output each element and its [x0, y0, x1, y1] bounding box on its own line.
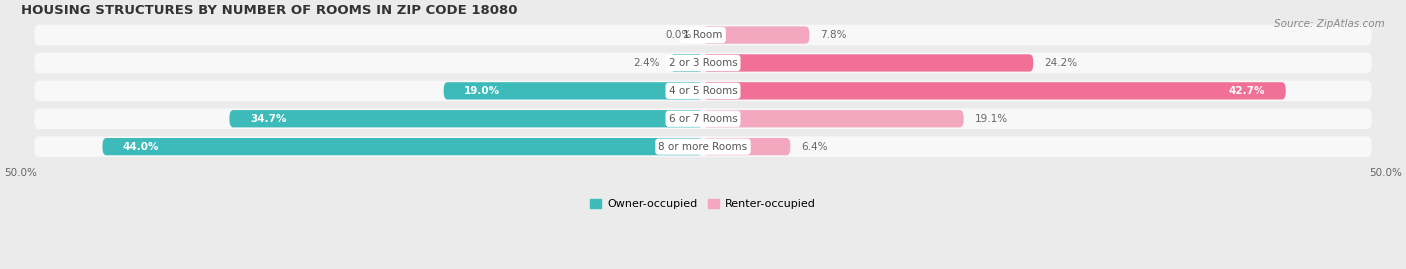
FancyBboxPatch shape [34, 53, 1372, 73]
Text: HOUSING STRUCTURES BY NUMBER OF ROOMS IN ZIP CODE 18080: HOUSING STRUCTURES BY NUMBER OF ROOMS IN… [21, 4, 517, 17]
Text: 1 Room: 1 Room [683, 30, 723, 40]
FancyBboxPatch shape [229, 110, 703, 128]
Text: 2.4%: 2.4% [633, 58, 659, 68]
Text: 42.7%: 42.7% [1229, 86, 1265, 96]
Text: Source: ZipAtlas.com: Source: ZipAtlas.com [1274, 19, 1385, 29]
FancyBboxPatch shape [34, 108, 1372, 129]
Text: 2 or 3 Rooms: 2 or 3 Rooms [669, 58, 737, 68]
Text: 19.1%: 19.1% [974, 114, 1008, 124]
Text: 34.7%: 34.7% [250, 114, 287, 124]
Text: 4 or 5 Rooms: 4 or 5 Rooms [669, 86, 737, 96]
Text: 7.8%: 7.8% [820, 30, 846, 40]
FancyBboxPatch shape [34, 80, 1372, 101]
Text: 6 or 7 Rooms: 6 or 7 Rooms [669, 114, 737, 124]
FancyBboxPatch shape [671, 54, 703, 72]
Text: 8 or more Rooms: 8 or more Rooms [658, 142, 748, 152]
FancyBboxPatch shape [703, 82, 1285, 100]
FancyBboxPatch shape [703, 138, 790, 155]
FancyBboxPatch shape [34, 25, 1372, 45]
Legend: Owner-occupied, Renter-occupied: Owner-occupied, Renter-occupied [586, 195, 820, 214]
FancyBboxPatch shape [703, 54, 1033, 72]
FancyBboxPatch shape [34, 136, 1372, 157]
Text: 19.0%: 19.0% [464, 86, 501, 96]
FancyBboxPatch shape [703, 110, 963, 128]
FancyBboxPatch shape [703, 26, 810, 44]
Text: 6.4%: 6.4% [801, 142, 828, 152]
FancyBboxPatch shape [103, 138, 703, 155]
FancyBboxPatch shape [444, 82, 703, 100]
Text: 24.2%: 24.2% [1045, 58, 1077, 68]
Text: 0.0%: 0.0% [666, 30, 692, 40]
Text: 44.0%: 44.0% [122, 142, 159, 152]
